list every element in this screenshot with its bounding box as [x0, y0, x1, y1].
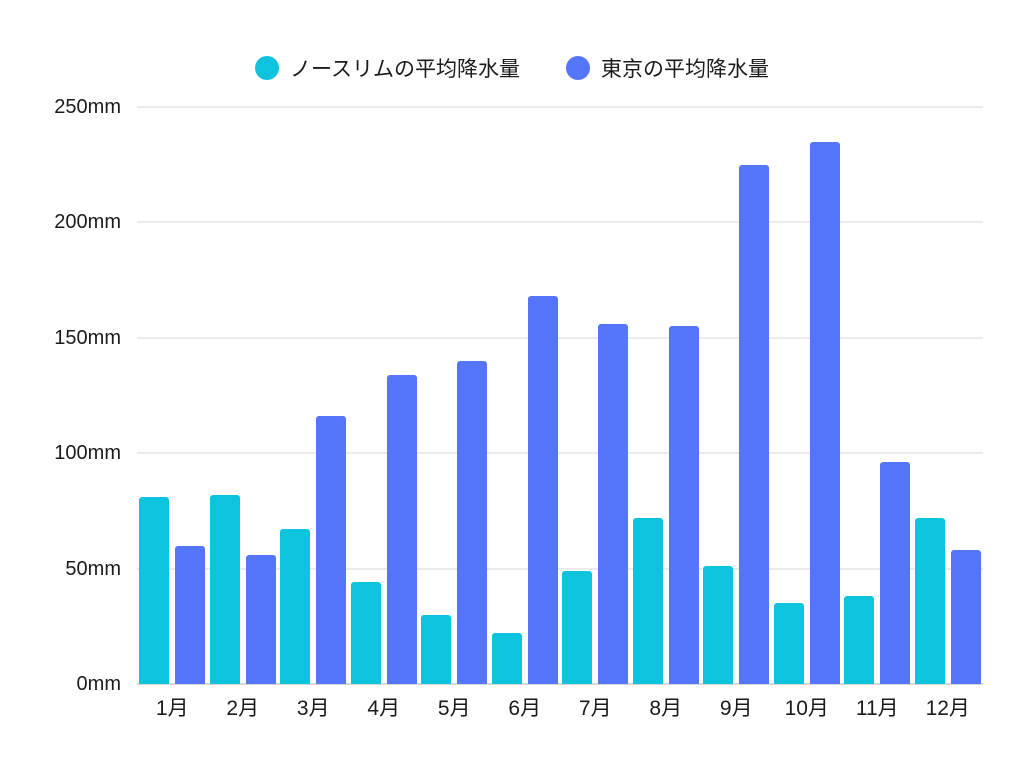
legend-item-tokyo: 東京の平均降水量: [565, 53, 769, 83]
bar-tokyo-m6: [527, 296, 558, 684]
gridline-250mm: [137, 106, 983, 108]
y-tick-100mm: 100mm: [54, 442, 121, 465]
gridline-200mm: [137, 221, 983, 224]
bar-north-rim-m5: [421, 614, 452, 684]
plot-area: [137, 106, 983, 685]
chart-legend: ノースリムの平均降水量 東京の平均降水量: [0, 53, 1024, 83]
x-tick-m9: 9月: [719, 697, 753, 720]
bar-tokyo-m8: [668, 326, 699, 684]
bar-tokyo-m10: [809, 141, 840, 684]
bar-tokyo-m12: [950, 550, 981, 684]
bar-north-rim-m9: [703, 566, 734, 684]
bar-tokyo-m1: [175, 545, 206, 684]
gridline-50mm: [137, 567, 983, 570]
legend-item-north-rim: ノースリムの平均降水量: [255, 53, 520, 83]
bar-north-rim-m11: [844, 596, 875, 684]
bar-tokyo-m2: [245, 554, 276, 684]
bar-tokyo-m3: [316, 416, 347, 684]
x-tick-m7: 7月: [578, 697, 612, 720]
gridline-150mm: [137, 336, 983, 339]
bar-tokyo-m4: [386, 374, 417, 684]
x-axis-labels: 1月 2月 3月 4月 5月 6月 7月 8月 9月 10月 11月 12月: [137, 692, 983, 722]
x-tick-m12: 12月: [925, 697, 970, 720]
x-tick-m5: 5月: [437, 697, 471, 720]
bar-north-rim-m8: [632, 517, 663, 684]
x-tick-m6: 6月: [508, 697, 542, 720]
gridline-100mm: [137, 452, 983, 455]
bar-north-rim-m2: [209, 494, 240, 684]
y-tick-150mm: 150mm: [54, 326, 121, 349]
x-tick-m10: 10月: [784, 697, 829, 720]
x-tick-m11: 11月: [855, 697, 899, 720]
x-tick-m1: 1月: [155, 697, 189, 720]
y-tick-200mm: 200mm: [54, 211, 121, 234]
x-tick-m8: 8月: [649, 697, 683, 720]
y-tick-0mm: 0mm: [76, 673, 121, 695]
bar-north-rim-m10: [773, 603, 804, 684]
bar-north-rim-m6: [491, 633, 522, 684]
bar-tokyo-m5: [457, 360, 488, 684]
x-tick-m2: 2月: [226, 697, 260, 720]
x-tick-m4: 4月: [367, 697, 401, 720]
bar-north-rim-m7: [562, 570, 593, 684]
y-tick-250mm: 250mm: [54, 96, 121, 118]
y-tick-50mm: 50mm: [65, 557, 121, 580]
bar-north-rim-m12: [914, 517, 945, 684]
y-axis-labels: 0mm 50mm 100mm 150mm 200mm 250mm: [0, 96, 121, 695]
legend-label-tokyo: 東京の平均降水量: [600, 58, 769, 81]
bar-north-rim-m4: [350, 582, 381, 684]
bar-tokyo-m9: [739, 164, 770, 684]
bar-north-rim-m3: [280, 529, 311, 684]
legend-marker-tokyo-icon: [565, 56, 590, 80]
bar-tokyo-m7: [598, 323, 629, 684]
bar-tokyo-m11: [880, 462, 911, 684]
legend-marker-north-rim-icon: [255, 56, 280, 80]
x-tick-m3: 3月: [296, 697, 330, 720]
gridline-0mm: [137, 683, 983, 685]
legend-label-north-rim: ノースリムの平均降水量: [290, 58, 520, 81]
bar-north-rim-m1: [139, 497, 170, 684]
